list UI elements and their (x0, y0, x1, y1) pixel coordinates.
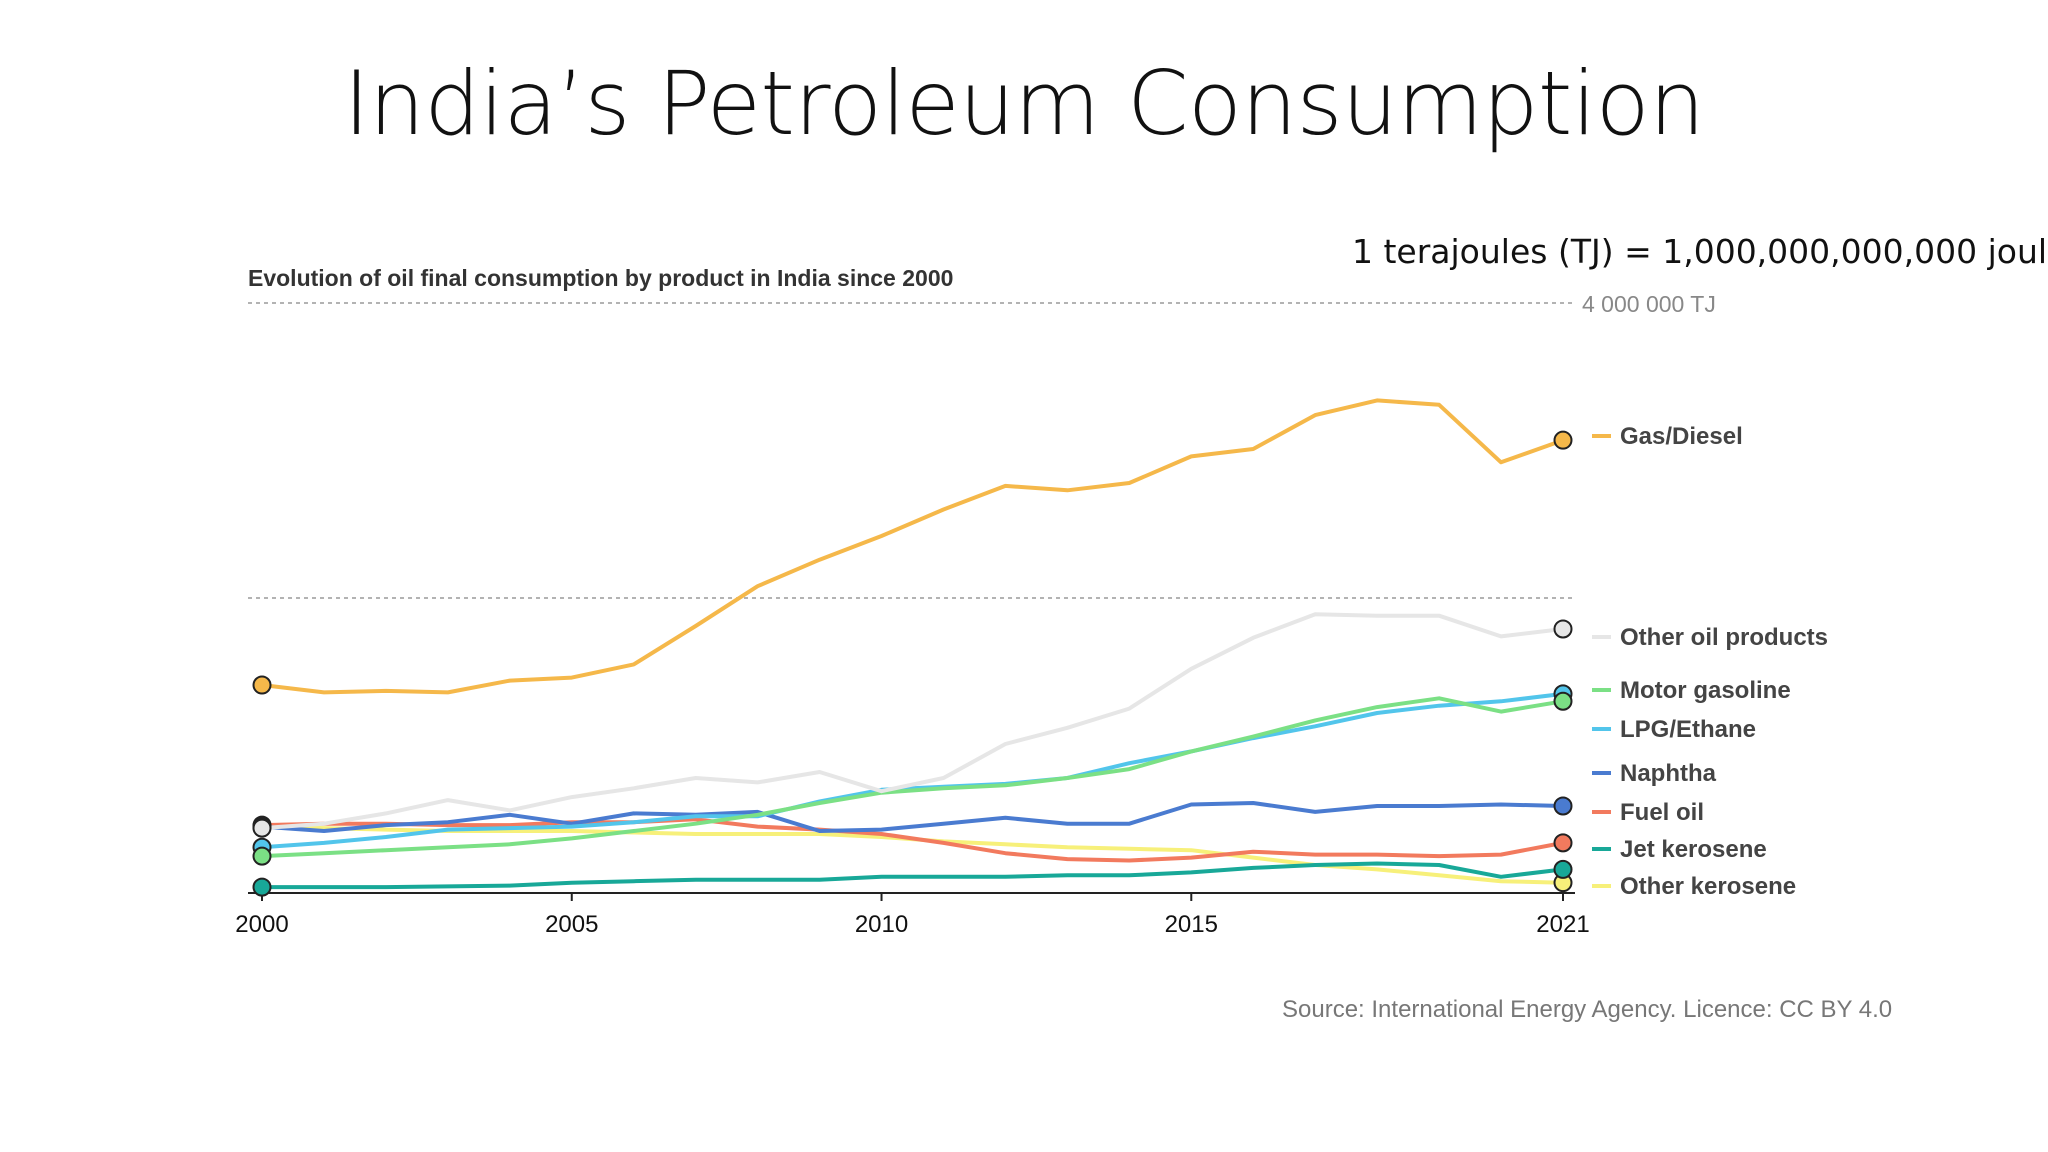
source-credit: Source: International Energy Agency. Lic… (1282, 996, 1893, 1023)
x-tick-label: 2021 (1536, 911, 1589, 938)
legend-label-jet-kerosene: Jet kerosene (1620, 836, 1767, 863)
legend-label-lpg-ethane: LPG/Ethane (1620, 716, 1756, 743)
series-line-fuel-oil (260, 817, 1565, 863)
x-axis: 2000 2005 2010 2015 2021 (235, 892, 1590, 938)
x-tick-label: 2000 (235, 911, 288, 938)
marker-end-naphtha (1553, 796, 1573, 816)
marker-end-other-oil-products (1553, 619, 1573, 639)
legend: Gas/Diesel Other oil products Motor gasoli… (1592, 423, 1828, 900)
slide-title: India’s Petroleum Consumption (343, 52, 1705, 155)
marker-end-motor-gasoline (1553, 691, 1573, 711)
chart-title: Evolution of oil final consumption by pr… (248, 265, 953, 291)
marker-start-jet-kerosene (252, 877, 272, 897)
x-tick-label: 2015 (1165, 911, 1218, 938)
x-tick-label: 2010 (855, 911, 908, 938)
marker-start-gas-diesel (252, 675, 272, 695)
series-line-lpg-ethane (260, 691, 1565, 850)
legend-label-gas-diesel: Gas/Diesel (1620, 423, 1743, 450)
series-lines (260, 398, 1565, 890)
series-line-motor-gasoline (260, 696, 1565, 859)
series-line-other-oil-products (260, 612, 1565, 831)
legend-label-other-oil-products: Other oil products (1620, 624, 1828, 651)
legend-label-fuel-oil: Fuel oil (1620, 799, 1704, 826)
marker-end-jet-kerosene (1553, 859, 1573, 879)
marker-end-gas-diesel (1553, 430, 1573, 450)
x-tick-label: 2005 (545, 911, 598, 938)
legend-label-other-kerosene: Other kerosene (1620, 873, 1796, 900)
marker-start-motor-gasoline (252, 846, 272, 866)
series-line-naphtha (260, 801, 1565, 833)
marker-start-other-oil-products (252, 818, 272, 838)
legend-label-motor-gasoline: Motor gasoline (1620, 677, 1791, 704)
series-line-jet-kerosene (260, 861, 1565, 890)
legend-label-naphtha: Naphtha (1620, 760, 1717, 787)
marker-end-fuel-oil (1553, 833, 1573, 853)
unit-conversion-note: 1 terajoules (TJ) = 1,000,000,000,000 jo… (1352, 232, 2048, 271)
gridlines: 4 000 000 TJ (248, 291, 1716, 599)
series-markers (252, 430, 1573, 897)
y-tick-label: 4 000 000 TJ (1582, 291, 1716, 317)
series-line-gas-diesel (260, 398, 1565, 695)
